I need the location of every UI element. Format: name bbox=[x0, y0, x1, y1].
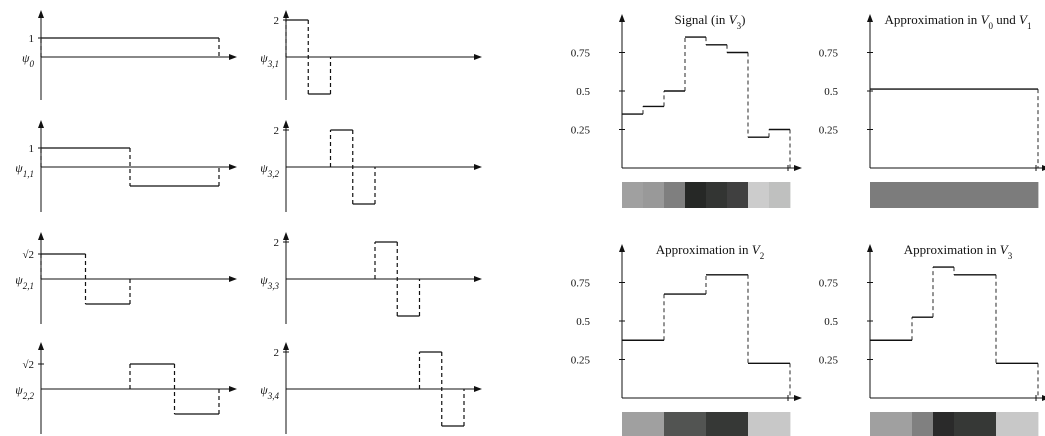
y-axis-arrow-icon bbox=[38, 232, 44, 240]
x-axis-arrow-icon bbox=[794, 395, 802, 401]
gray-cell bbox=[664, 412, 707, 436]
wavelet-panel-psi-34: 2 ψ3,4 bbox=[260, 342, 482, 434]
gray-cell bbox=[748, 412, 791, 436]
gray-cell bbox=[996, 412, 1039, 436]
x-axis-arrow-icon bbox=[229, 164, 237, 170]
top-tick-label: 2 bbox=[274, 347, 280, 359]
gray-cell bbox=[933, 412, 955, 436]
y-axis-arrow-icon bbox=[283, 342, 289, 350]
wavelet-panel-psi-22: √2 ψ2,2 bbox=[15, 342, 237, 434]
wavelet-label: ψ3,3 bbox=[260, 273, 279, 291]
gray-cell bbox=[870, 412, 913, 436]
x-axis-arrow-icon bbox=[474, 54, 482, 60]
top-tick-label: 2 bbox=[274, 237, 280, 249]
gray-cell bbox=[748, 182, 770, 208]
y-axis-arrow-icon bbox=[38, 342, 44, 350]
wavelet-label: ψ1,1 bbox=[15, 161, 34, 179]
wavelet-panel-psi-0: 1 ψ0 bbox=[22, 10, 237, 100]
chart-approx-v2: Approximation in V2 0.25 0.5 0.75 bbox=[571, 242, 802, 436]
y-axis-arrow-icon bbox=[283, 120, 289, 128]
gray-value-strip bbox=[870, 182, 1039, 208]
wavelet-label: ψ2,2 bbox=[15, 383, 34, 401]
gray-value-strip bbox=[622, 412, 791, 436]
y-tick-label: 0.5 bbox=[824, 86, 838, 98]
gray-cell bbox=[706, 182, 728, 208]
chart-title: Approximation in V0 und V1 bbox=[885, 12, 1032, 31]
y-tick-label: 0.75 bbox=[571, 48, 591, 60]
wavelet-label: ψ0 bbox=[22, 51, 34, 69]
chart-signal-v3: Signal (in V3) 0.25 0.5 0.75 bbox=[571, 12, 802, 208]
top-tick-label: 1 bbox=[29, 143, 35, 155]
x-axis-arrow-icon bbox=[474, 164, 482, 170]
gray-cell bbox=[912, 412, 934, 436]
chart-title: Approximation in V2 bbox=[656, 242, 765, 261]
y-tick-label: 0.5 bbox=[576, 86, 590, 98]
gray-value-strip bbox=[870, 412, 1039, 436]
top-tick-label: √2 bbox=[22, 359, 34, 371]
gray-cell bbox=[870, 182, 1039, 208]
top-tick-label: 2 bbox=[274, 125, 280, 137]
y-tick-label: 0.75 bbox=[819, 48, 839, 60]
wavelet-panel-psi-31: 2 ψ3,1 bbox=[260, 10, 482, 100]
y-axis-arrow-icon bbox=[619, 244, 625, 252]
gray-cell bbox=[685, 182, 707, 208]
x-axis-arrow-icon bbox=[229, 276, 237, 282]
x-axis-arrow-icon bbox=[1042, 165, 1045, 171]
y-axis-arrow-icon bbox=[38, 10, 44, 18]
gray-cell bbox=[622, 182, 644, 208]
y-tick-label: 0.75 bbox=[819, 278, 839, 290]
top-tick-label: 2 bbox=[274, 15, 280, 27]
wavelet-label: ψ3,2 bbox=[260, 161, 279, 179]
gray-cell bbox=[727, 182, 749, 208]
x-axis-arrow-icon bbox=[229, 386, 237, 392]
gray-cell bbox=[664, 182, 686, 208]
y-tick-label: 0.75 bbox=[571, 278, 591, 290]
wavelet-panel-psi-32: 2 ψ3,2 bbox=[260, 120, 482, 212]
x-axis-arrow-icon bbox=[474, 386, 482, 392]
gray-cell bbox=[622, 412, 665, 436]
y-tick-label: 0.5 bbox=[576, 316, 590, 328]
top-tick-label: √2 bbox=[22, 249, 34, 261]
wavelet-label: ψ2,1 bbox=[15, 273, 34, 291]
x-axis-arrow-icon bbox=[474, 276, 482, 282]
chart-title: Signal (in V3) bbox=[675, 12, 746, 31]
y-tick-label: 0.25 bbox=[819, 125, 839, 137]
wavelet-panel-psi-33: 2 ψ3,3 bbox=[260, 232, 482, 324]
y-tick-label: 0.25 bbox=[571, 355, 591, 367]
gray-cell bbox=[769, 182, 791, 208]
x-axis-arrow-icon bbox=[229, 54, 237, 60]
y-axis-arrow-icon bbox=[38, 120, 44, 128]
y-axis-arrow-icon bbox=[867, 244, 873, 252]
y-axis-arrow-icon bbox=[619, 14, 625, 22]
wavelet-label: ψ3,1 bbox=[260, 51, 279, 69]
y-axis-arrow-icon bbox=[283, 10, 289, 18]
wavelet-panel-psi-21: √2 ψ2,1 bbox=[15, 232, 237, 324]
y-tick-label: 0.5 bbox=[824, 316, 838, 328]
y-axis-arrow-icon bbox=[867, 14, 873, 22]
y-axis-arrow-icon bbox=[283, 232, 289, 240]
y-tick-label: 0.25 bbox=[819, 355, 839, 367]
wavelet-panel-psi-11: 1 ψ1,1 bbox=[15, 120, 237, 212]
gray-cell bbox=[706, 412, 749, 436]
y-tick-label: 0.25 bbox=[571, 125, 591, 137]
chart-title: Approximation in V3 bbox=[904, 242, 1013, 261]
chart-approx-v3: Approximation in V3 0.25 0.5 0.75 bbox=[819, 242, 1045, 436]
haar-wavelet-panels: 1 ψ0 2 ψ3,1 1 ψ1,1 2 ψ3,2 √2 ψ2,1 2 ψ3,3 √2 ψ2,2 2 ψ3,4 bbox=[15, 10, 482, 434]
top-tick-label: 1 bbox=[29, 33, 35, 45]
x-axis-arrow-icon bbox=[794, 165, 802, 171]
gray-value-strip bbox=[622, 182, 791, 208]
gray-cell bbox=[643, 182, 665, 208]
x-axis-arrow-icon bbox=[1042, 395, 1045, 401]
gray-cell bbox=[954, 412, 997, 436]
chart-approx-v0-v1: Approximation in V0 und V1 0.25 0.5 0.75 bbox=[819, 12, 1045, 208]
wavelet-label: ψ3,4 bbox=[260, 383, 279, 401]
